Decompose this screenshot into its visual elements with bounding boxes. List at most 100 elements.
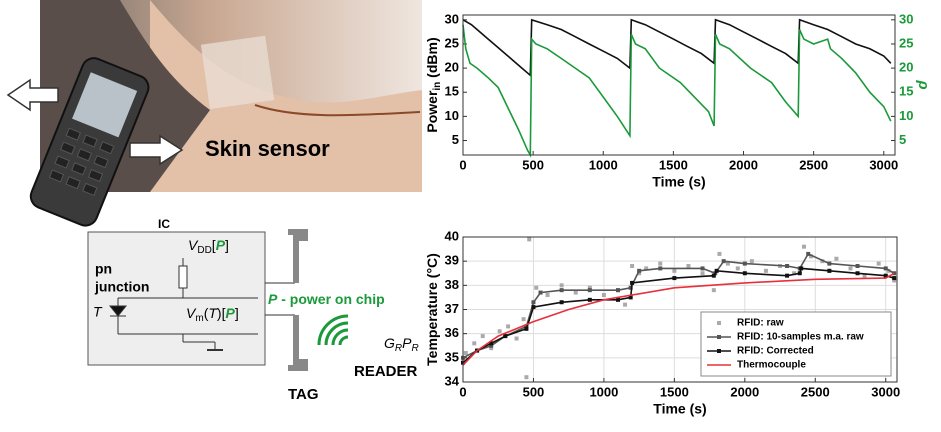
marker: [489, 343, 494, 348]
marker: [521, 317, 526, 322]
marker: [524, 326, 529, 331]
marker: [785, 273, 790, 278]
pn-label: pn: [95, 261, 112, 277]
marker: [559, 300, 564, 305]
y-tick-label: 15: [445, 84, 459, 99]
y-tick-label: 10: [445, 108, 459, 123]
marker: [531, 300, 536, 305]
x-tick-label: 1000: [589, 384, 618, 399]
marker: [714, 268, 719, 273]
y-axis-label: Temperature (°C): [424, 253, 440, 366]
y-tick-label: 36: [445, 325, 459, 340]
marker: [637, 268, 642, 273]
p: P: [216, 237, 226, 253]
marker: [644, 266, 649, 271]
t: T: [208, 305, 218, 321]
sensor-patch: [200, 35, 275, 110]
marker: [472, 341, 477, 346]
marker: [711, 288, 716, 293]
v: V: [186, 305, 197, 321]
gain-label: GRPR: [384, 335, 419, 354]
g: G: [384, 335, 395, 351]
y-tick-label: 5: [452, 132, 459, 147]
y2-tick-label: 10: [899, 108, 913, 123]
marker: [559, 288, 564, 293]
marker: [725, 261, 730, 266]
marker: [616, 297, 620, 302]
x-tick-label: 2000: [730, 384, 759, 399]
marker: [799, 266, 804, 271]
marker: [514, 336, 519, 341]
x-tick-label: 1500: [660, 384, 689, 399]
y2-tick-label: 5: [899, 132, 906, 147]
y-tick-label: 25: [445, 35, 459, 50]
photo: Skin sensor: [6, 0, 422, 227]
tag-label: TAG: [288, 386, 319, 403]
marker: [855, 271, 860, 276]
power-text: - power on chip: [277, 291, 384, 307]
y-axis-label-part: in: [432, 82, 443, 91]
marker: [834, 256, 839, 261]
y2-tick-label: 30: [899, 11, 913, 26]
vdd-label: VDD[P]: [188, 237, 229, 256]
x-tick-label: 0: [459, 384, 466, 399]
marker: [735, 266, 740, 271]
x-tick-label: 1500: [659, 157, 688, 172]
x-tick-label: 500: [523, 384, 545, 399]
marker: [531, 305, 536, 310]
y2-tick-label: 15: [899, 84, 913, 99]
marker: [506, 324, 511, 329]
sub: R: [395, 343, 402, 354]
y-tick-label: 20: [445, 60, 459, 75]
chart: 0 500 1000 1500 2000 2500 30005101520253051015…: [424, 11, 932, 189]
marker: [742, 271, 747, 276]
y-tick-label: 38: [445, 277, 459, 292]
marker: [489, 346, 494, 351]
y-tick-label: 35: [445, 349, 459, 364]
marker: [503, 334, 508, 339]
marker: [792, 271, 797, 276]
marker: [862, 273, 867, 278]
paren: )[: [217, 305, 226, 321]
arrow-left: [6, 78, 59, 112]
marker: [559, 283, 564, 288]
marker: [538, 290, 543, 295]
legend-box: [700, 311, 892, 377]
diagram-labels: IC pn junction T VDD[P] Vm(T)[P] P - pow…: [93, 217, 419, 403]
marker: [827, 268, 832, 273]
plot-frame: [462, 14, 896, 156]
marker: [480, 334, 485, 339]
marker: [848, 266, 853, 271]
marker: [742, 261, 747, 266]
marker: [628, 295, 633, 300]
legend-label: RFID: Corrected: [737, 346, 814, 357]
marker: [883, 273, 888, 278]
marker: [686, 264, 691, 268]
marker: [630, 280, 635, 285]
marker: [892, 271, 897, 276]
p: P: [225, 305, 235, 321]
bracket: [: [212, 237, 216, 253]
arrow-right: [129, 134, 184, 166]
x-tick-label: 0: [459, 157, 466, 172]
x-tick-label: 2500: [799, 157, 828, 172]
bracket: ]: [235, 305, 239, 321]
marker: [672, 268, 677, 273]
marker: [587, 288, 592, 293]
x-tick-label: 1000: [589, 157, 618, 172]
bracket: ]: [225, 237, 229, 253]
sub: DD: [197, 245, 211, 256]
reader-label: READER: [354, 363, 418, 380]
x-tick-label: 3000: [871, 384, 900, 399]
wire: [254, 104, 421, 117]
y2-tick-label: 20: [899, 60, 913, 75]
marker: [809, 254, 814, 259]
marker: [601, 293, 606, 297]
marker: [721, 259, 726, 264]
marker: [892, 276, 897, 281]
marker: [700, 271, 705, 276]
photo-label: Skin sensor: [205, 136, 330, 161]
paren: (: [204, 305, 209, 321]
marker: [587, 285, 592, 290]
vm-label: Vm(T)[P]: [186, 305, 239, 324]
